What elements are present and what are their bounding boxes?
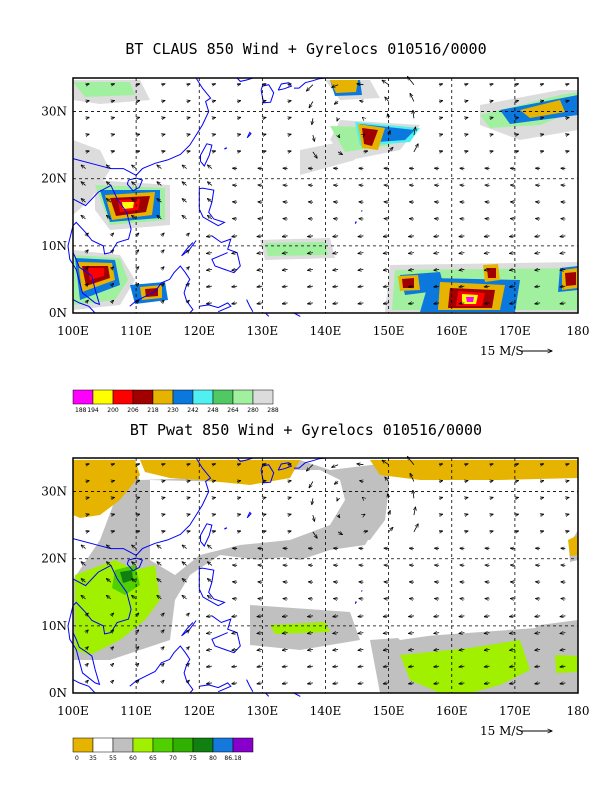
- colorbar-label: 248: [207, 407, 219, 414]
- colorbar-swatch: [132, 737, 154, 753]
- bottom-colorbar: 0 35 55 60 65 70 75 80 86.18: [72, 737, 254, 762]
- top-map-frame: [72, 77, 579, 314]
- colorbar-label: 264: [227, 407, 239, 414]
- colorbar-label: 218: [147, 407, 159, 414]
- top-scale-arrow: 15 M/S: [480, 344, 552, 358]
- longitude-label: 130E: [247, 324, 279, 338]
- top-longitude-labels: 100E 110E 120E 130E 140E 150E 160E 170E 180: [57, 324, 589, 338]
- colorbar-label: 188: [75, 407, 87, 414]
- latitude-label: 20N: [41, 552, 67, 566]
- colorbar-label: 0: [75, 755, 79, 762]
- latitude-label: 20N: [41, 172, 67, 186]
- longitude-label: 120E: [183, 324, 215, 338]
- longitude-label: 130E: [247, 704, 279, 718]
- bottom-map-frame: [72, 457, 579, 694]
- colorbar-label: 80: [209, 755, 217, 762]
- latitude-label: 10N: [41, 619, 67, 633]
- latitude-label: 10N: [41, 239, 67, 253]
- longitude-label: 150E: [373, 324, 405, 338]
- colorbar-swatch: [152, 737, 174, 753]
- longitude-label: 180: [567, 704, 590, 718]
- longitude-label: 110E: [120, 704, 152, 718]
- latitude-label: 30N: [41, 105, 67, 119]
- top-gridlines: [73, 78, 578, 313]
- bottom-scale-label: 15 M/S: [480, 724, 524, 738]
- top-map: 30N 20N 10N 0N 100E 110E 120E 130E 140E 150E 160E…: [41, 77, 589, 358]
- colorbar-swatch: [172, 389, 194, 405]
- colorbar-label: 206: [127, 407, 139, 414]
- latitude-label: 0N: [49, 306, 67, 320]
- bottom-latitude-labels: 30N 20N 10N 0N: [41, 485, 67, 700]
- longitude-label: 160E: [436, 704, 468, 718]
- colorbar-swatch: [252, 389, 274, 405]
- colorbar-label: 280: [247, 407, 259, 414]
- longitude-label: 120E: [183, 704, 215, 718]
- colorbar-label: 75: [189, 755, 197, 762]
- bottom-map-title: BT Pwat 850 Wind + Gyrelocs 010516/0000: [129, 421, 483, 439]
- colorbar-swatch: [232, 389, 254, 405]
- colorbar-swatch: [132, 389, 154, 405]
- colorbar-label: 65: [149, 755, 157, 762]
- colorbar-swatch: [112, 737, 134, 753]
- longitude-label: 170E: [499, 704, 531, 718]
- bottom-wind-vectors: [81, 457, 569, 684]
- top-scale-label: 15 M/S: [480, 344, 524, 358]
- colorbar-swatch: [192, 389, 214, 405]
- top-latitude-labels: 30N 20N 10N 0N: [41, 105, 67, 320]
- colorbar-swatch: [172, 737, 194, 753]
- longitude-label: 100E: [57, 704, 89, 718]
- colorbar-label: 35: [89, 755, 97, 762]
- top-wind-vectors: [81, 77, 569, 304]
- colorbar-label: 70: [169, 755, 177, 762]
- bottom-map: 30N 20N 10N 0N 100E 110E 120E 130E 140E 150E 160E…: [41, 457, 589, 738]
- colorbar-swatch: [192, 737, 214, 753]
- longitude-label: 150E: [373, 704, 405, 718]
- top-colorbar: 188 194 200 206 218 230 242 248 264 280 288: [72, 389, 279, 414]
- bottom-longitude-labels: 100E 110E 120E 130E 140E 150E 160E 170E 180: [57, 704, 589, 718]
- colorbar-swatch: [232, 737, 254, 753]
- bottom-scale-arrow: 15 M/S: [480, 724, 552, 738]
- longitude-label: 180: [567, 324, 590, 338]
- longitude-label: 170E: [499, 324, 531, 338]
- colorbar-label: 60: [129, 755, 137, 762]
- colorbar-label: 230: [167, 407, 179, 414]
- longitude-label: 100E: [57, 324, 89, 338]
- latitude-label: 30N: [41, 485, 67, 499]
- colorbar-label: 86.18: [224, 755, 241, 762]
- colorbar-swatch: [212, 389, 234, 405]
- top-map-title: BT CLAUS 850 Wind + Gyrelocs 010516/0000: [125, 40, 487, 58]
- colorbar-swatch: [212, 737, 234, 753]
- colorbar-label: 194: [87, 407, 99, 414]
- latitude-label: 0N: [49, 686, 67, 700]
- colorbar-swatch: [72, 737, 94, 753]
- longitude-label: 110E: [120, 324, 152, 338]
- longitude-label: 140E: [310, 704, 342, 718]
- colorbar-swatch: [72, 389, 94, 405]
- colorbar-swatch: [112, 389, 134, 405]
- longitude-label: 160E: [436, 324, 468, 338]
- colorbar-swatch: [152, 389, 174, 405]
- longitude-label: 140E: [310, 324, 342, 338]
- bottom-gridlines: [73, 458, 578, 693]
- colorbar-swatch: [92, 737, 114, 753]
- colorbar-label: 55: [109, 755, 117, 762]
- colorbar-label: 200: [107, 407, 119, 414]
- colorbar-swatch: [92, 389, 114, 405]
- colorbar-label: 288: [267, 407, 279, 414]
- colorbar-label: 242: [187, 407, 199, 414]
